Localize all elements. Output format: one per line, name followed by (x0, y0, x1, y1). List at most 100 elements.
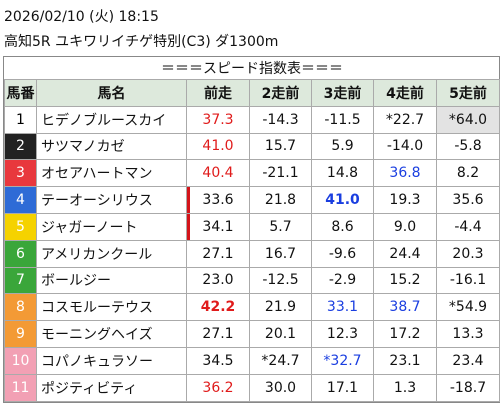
speed-index: -5.8 (436, 132, 500, 161)
datetime: 2026/02/10 (火) 18:15 (4, 9, 159, 25)
horse-name: テーオーシリウス (36, 186, 187, 214)
speed-table: ＝＝＝スピード指数表＝＝＝ 馬番 馬名 前走 2走前 3走前 4走前 5走前 1 ヒデノブルースカ… (3, 56, 500, 403)
speed-index: 27.1 (186, 320, 250, 348)
horse-name: コパノキュラソー (36, 346, 187, 375)
speed-index: 36.2 (186, 373, 250, 402)
horse-number: 3 (4, 159, 37, 188)
speed-index: 8.2 (436, 159, 500, 188)
speed-index: 36.8 (373, 159, 437, 188)
speed-index: 5.9 (311, 132, 374, 161)
speed-index: 34.5 (186, 346, 250, 375)
column-header: 4走前 (373, 79, 437, 107)
column-header: 2走前 (249, 79, 312, 107)
speed-index: 30.0 (249, 373, 312, 402)
horse-row: 7 ボールジー 23.0 -12.5 -2.9 15.2 -16.1 (4, 266, 500, 295)
speed-index: -16.1 (436, 266, 500, 295)
horse-name: ジャガーノート (36, 212, 187, 241)
title-row: ＝＝＝スピード指数表＝＝＝ (4, 57, 500, 80)
horse-row: 9 モーニングヘイズ 27.1 20.1 12.3 17.2 13.3 (4, 320, 500, 348)
speed-index: 23.0 (186, 266, 250, 295)
column-header: 前走 (186, 79, 250, 107)
column-header: 馬名 (36, 79, 187, 107)
horse-number: 5 (4, 212, 37, 241)
horse-row: 8 コスモルーテウス 42.2 21.9 33.1 38.7 *54.9 (4, 293, 500, 322)
speed-index: 21.9 (249, 293, 312, 322)
horse-row: 5 ジャガーノート 34.1 5.7 8.6 9.0 -4.4 (4, 212, 500, 241)
speed-index: -21.1 (249, 159, 312, 188)
speed-index: -4.4 (436, 212, 500, 241)
table: ＝＝＝スピード指数表＝＝＝ 馬番 馬名 前走 2走前 3走前 4走前 5走前 1 ヒデノブルースカ… (4, 57, 500, 402)
speed-index: 33.1 (311, 293, 374, 322)
column-header: 3走前 (311, 79, 374, 107)
speed-index: 35.6 (436, 186, 500, 214)
speed-index: 42.2 (186, 293, 250, 322)
horse-number: 11 (4, 373, 37, 402)
speed-index: 38.7 (373, 293, 437, 322)
horse-name: コスモルーテウス (36, 293, 187, 322)
header-row: 馬番 馬名 前走 2走前 3走前 4走前 5走前 (4, 79, 500, 107)
horse-row: 4 テーオーシリウス 33.6 21.8 41.0 19.3 35.6 (4, 186, 500, 214)
speed-index: 34.1 (186, 212, 250, 241)
horse-name: モーニングヘイズ (36, 320, 187, 348)
speed-index: 40.4 (186, 159, 250, 188)
horse-row: 2 サツマノカゼ 41.0 15.7 5.9 -14.0 -5.8 (4, 132, 500, 161)
speed-index: 16.7 (249, 239, 312, 268)
speed-index: *54.9 (436, 293, 500, 322)
horse-name: ポジティビティ (36, 373, 187, 402)
horse-row: 3 オセアハートマン 40.4 -21.1 14.8 36.8 8.2 (4, 159, 500, 188)
speed-index: 20.1 (249, 320, 312, 348)
speed-index: 15.2 (373, 266, 437, 295)
horse-row: 6 アメリカンクール 27.1 16.7 -9.6 24.4 20.3 (4, 239, 500, 268)
speed-index: 14.8 (311, 159, 374, 188)
speed-index: *24.7 (249, 346, 312, 375)
speed-index: -18.7 (436, 373, 500, 402)
race-info: 高知5R ユキワリイチゲ特別(C3) ダ1300m (4, 34, 279, 50)
horse-name: アメリカンクール (36, 239, 187, 268)
horse-name: ヒデノブルースカイ (36, 105, 187, 134)
speed-index: 15.7 (249, 132, 312, 161)
horse-number: 9 (4, 320, 37, 348)
horse-number: 10 (4, 346, 37, 375)
horse-number: 1 (4, 105, 37, 134)
speed-index: 27.1 (186, 239, 250, 268)
speed-index: 21.8 (249, 186, 312, 214)
speed-index: 13.3 (436, 320, 500, 348)
speed-index: *32.7 (311, 346, 374, 375)
horse-row: 1 ヒデノブルースカイ 37.3 -14.3 -11.5 *22.7 *64.0 (4, 105, 500, 134)
speed-index: 5.7 (249, 212, 312, 241)
speed-index: -12.5 (249, 266, 312, 295)
horse-name: オセアハートマン (36, 159, 187, 188)
speed-index: 1.3 (373, 373, 437, 402)
speed-index: 12.3 (311, 320, 374, 348)
column-header: 5走前 (436, 79, 500, 107)
speed-index: *64.0 (436, 105, 500, 134)
speed-index: 17.1 (311, 373, 374, 402)
speed-index: 8.6 (311, 212, 374, 241)
speed-index: -9.6 (311, 239, 374, 268)
speed-index: 37.3 (186, 105, 250, 134)
horse-row: 10 コパノキュラソー 34.5 *24.7 *32.7 23.1 23.4 (4, 346, 500, 375)
speed-index: 19.3 (373, 186, 437, 214)
horse-number: 8 (4, 293, 37, 322)
speed-index: 20.3 (436, 239, 500, 268)
speed-index: -14.0 (373, 132, 437, 161)
speed-index: 23.1 (373, 346, 437, 375)
horse-number: 7 (4, 266, 37, 295)
horse-row: 11 ポジティビティ 36.2 30.0 17.1 1.3 -18.7 (4, 373, 500, 402)
speed-index: 24.4 (373, 239, 437, 268)
table-title: ＝＝＝スピード指数表＝＝＝ (4, 57, 500, 80)
horse-number: 6 (4, 239, 37, 268)
horse-number: 2 (4, 132, 37, 161)
speed-index: -11.5 (311, 105, 374, 134)
column-header: 馬番 (4, 79, 37, 107)
horse-name: サツマノカゼ (36, 132, 187, 161)
speed-index: -2.9 (311, 266, 374, 295)
horse-name: ボールジー (36, 266, 187, 295)
speed-index: *22.7 (373, 105, 437, 134)
speed-index: 23.4 (436, 346, 500, 375)
speed-index: 9.0 (373, 212, 437, 241)
speed-index: 41.0 (311, 186, 374, 214)
speed-index: 41.0 (186, 132, 250, 161)
speed-index: -14.3 (249, 105, 312, 134)
